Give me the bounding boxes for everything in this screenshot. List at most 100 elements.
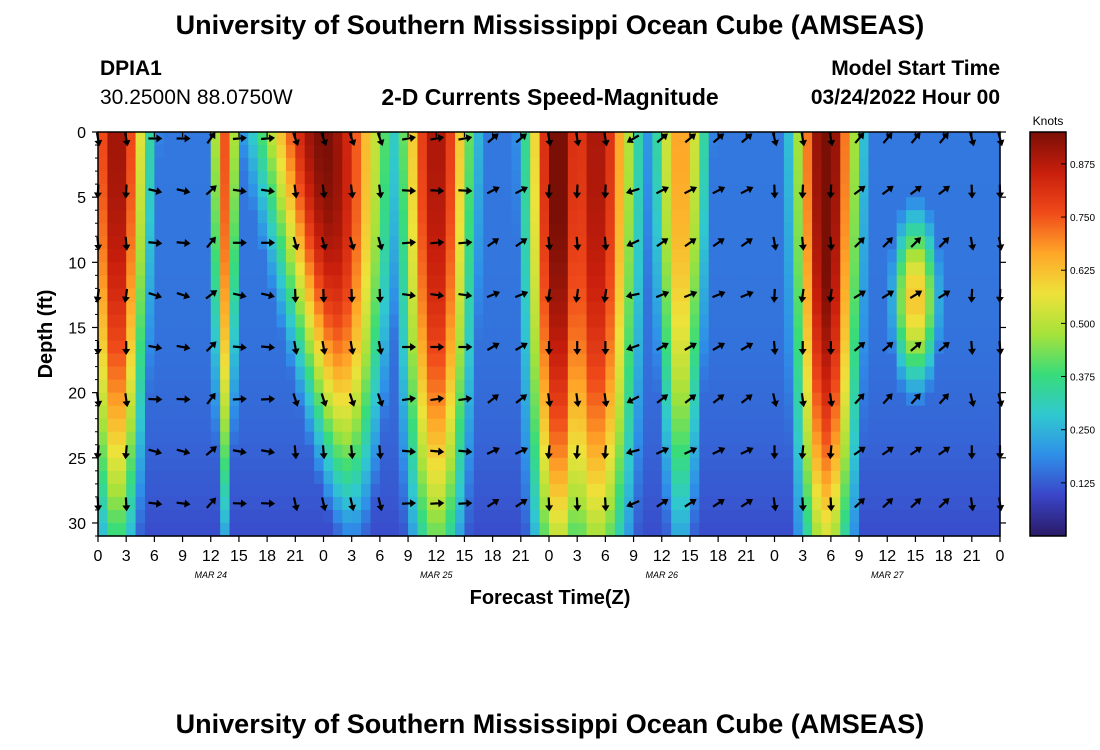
- heatmap-cell: [530, 444, 541, 459]
- heatmap-cell: [605, 483, 616, 498]
- heatmap-cell: [652, 262, 663, 276]
- heatmap-cell: [577, 275, 588, 289]
- heatmap-cell: [342, 301, 353, 316]
- heatmap-cell: [370, 496, 381, 511]
- heatmap-cell: [520, 158, 531, 172]
- heatmap-cell: [201, 184, 212, 198]
- current-arrow: [176, 447, 191, 456]
- heatmap-cell: [210, 379, 221, 394]
- heatmap-cell: [990, 275, 1001, 289]
- heatmap-cell: [746, 496, 757, 511]
- heatmap-cell: [332, 210, 343, 224]
- heatmap-cell: [736, 145, 747, 159]
- heatmap-cell: [812, 210, 823, 224]
- heatmap-cell: [379, 314, 390, 329]
- heatmap-cell: [821, 509, 832, 524]
- heatmap-cell: [201, 509, 212, 524]
- heatmap-cell: [887, 444, 898, 459]
- heatmap-cell: [736, 379, 747, 394]
- heatmap-cell: [830, 132, 841, 146]
- heatmap-cell: [191, 171, 202, 185]
- heatmap-cell: [257, 366, 268, 381]
- heatmap-cell: [267, 509, 278, 524]
- heatmap-cell: [821, 301, 832, 316]
- heatmap-cell: [793, 210, 804, 224]
- heatmap-cell: [652, 275, 663, 289]
- heatmap-cell: [642, 483, 653, 498]
- heatmap-cell: [361, 496, 372, 511]
- heatmap-cell: [671, 418, 682, 433]
- heatmap-cell: [267, 522, 278, 537]
- heatmap-cell: [924, 184, 935, 198]
- heatmap-cell: [680, 509, 691, 524]
- heatmap-cell: [953, 522, 964, 537]
- heatmap-cell: [445, 340, 456, 355]
- heatmap-cell: [981, 353, 992, 368]
- heatmap-cell: [605, 444, 616, 459]
- current-arrow: [882, 393, 893, 405]
- heatmap-cell: [877, 366, 888, 381]
- heatmap-cell: [163, 158, 174, 172]
- heatmap-cell: [624, 314, 635, 329]
- heatmap-cell: [849, 509, 860, 524]
- heatmap-cell: [699, 392, 710, 407]
- heatmap-cell: [154, 522, 165, 537]
- heatmap-cell: [718, 314, 729, 329]
- heatmap-cell: [379, 418, 390, 433]
- heatmap-cell: [727, 457, 738, 472]
- current-arrow: [319, 184, 328, 199]
- heatmap-cell: [877, 327, 888, 342]
- heatmap-cell: [624, 262, 635, 276]
- heatmap-cell: [802, 431, 813, 446]
- heatmap-cell: [351, 223, 362, 237]
- x-tick-label: 0: [545, 548, 554, 565]
- heatmap-cell: [502, 223, 513, 237]
- current-arrow: [799, 393, 807, 408]
- heatmap-cell: [595, 405, 606, 420]
- heatmap-cell: [135, 431, 146, 446]
- heatmap-cell: [473, 145, 484, 159]
- heatmap-cell: [426, 275, 437, 289]
- heatmap-cell: [276, 327, 287, 342]
- heatmap-cell: [408, 262, 419, 276]
- current-arrow: [601, 236, 610, 251]
- heatmap-cell: [144, 145, 155, 159]
- heatmap-cell: [502, 275, 513, 289]
- heatmap-cell: [868, 171, 879, 185]
- heatmap-cell: [492, 496, 503, 511]
- heatmap-cell: [755, 171, 766, 185]
- heatmap-cell: [107, 301, 118, 316]
- heatmap-cell: [276, 483, 287, 498]
- heatmap-cell: [652, 236, 663, 250]
- heatmap-cell: [887, 405, 898, 420]
- heatmap-cell: [408, 158, 419, 172]
- heatmap-cell: [464, 366, 475, 381]
- heatmap-cell: [671, 444, 682, 459]
- heatmap-cell: [408, 171, 419, 185]
- heatmap-cell: [783, 431, 794, 446]
- y-tick-label: 0: [77, 125, 86, 142]
- heatmap-cell: [830, 301, 841, 316]
- heatmap-cell: [295, 457, 306, 472]
- colorbar-tick-label: 0.125: [1070, 479, 1095, 490]
- heatmap-cell: [398, 314, 409, 329]
- heatmap-cell: [718, 327, 729, 342]
- heatmap-cell: [915, 379, 926, 394]
- heatmap-cell: [342, 236, 353, 250]
- current-arrow: [376, 497, 385, 512]
- heatmap-cell: [652, 340, 663, 355]
- heatmap-cell: [586, 249, 597, 263]
- heatmap-cell: [971, 314, 982, 329]
- heatmap-cell: [877, 392, 888, 407]
- heatmap-cell: [736, 457, 747, 472]
- heatmap-cell: [718, 366, 729, 381]
- heatmap-cell: [483, 392, 494, 407]
- current-arrow: [232, 134, 247, 143]
- heatmap-cell: [887, 470, 898, 485]
- heatmap-cell: [144, 158, 155, 172]
- heatmap-cell: [699, 158, 710, 172]
- heatmap-cell: [436, 379, 447, 394]
- current-arrow: [655, 290, 670, 299]
- heatmap-cell: [671, 496, 682, 511]
- heatmap-cell: [342, 431, 353, 446]
